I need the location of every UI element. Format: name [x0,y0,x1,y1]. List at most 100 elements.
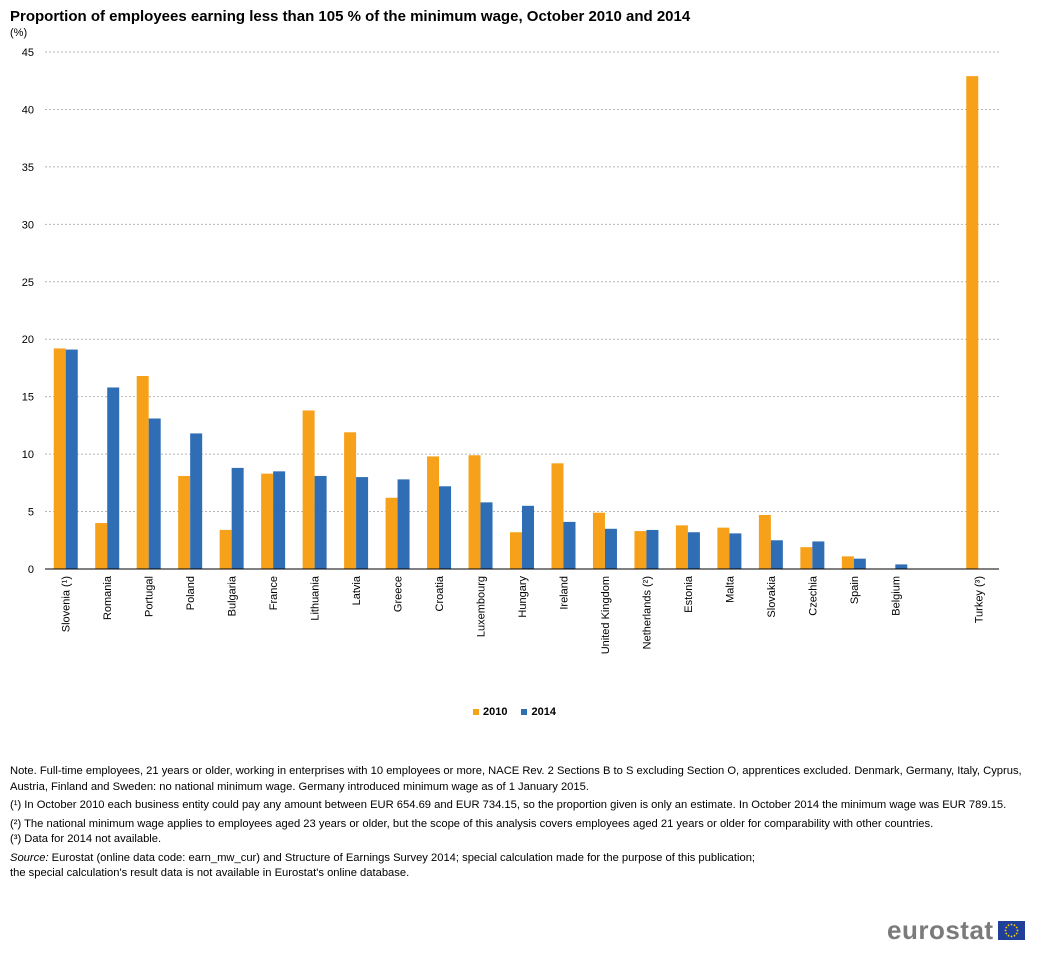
note-text: Note. Full-time employees, 21 years or o… [10,765,1022,793]
grid-lines [45,51,999,513]
bars [53,76,979,570]
chart-title: Proportion of employees earning less tha… [10,8,691,25]
legend-label-2010: 2010 [483,706,508,718]
bar-2010 [53,348,66,569]
bar-2014 [729,533,742,569]
x-tick-label: Netherlands (²) [641,576,653,649]
y-tick-label: 40 [22,104,34,116]
bar-2010 [261,473,274,569]
x-tick-label: Malta [724,575,736,603]
x-tick-label: Latvia [351,575,363,605]
y-tick-label: 45 [22,47,34,59]
bar-2014 [770,540,783,569]
x-tick-label: Spain [849,576,861,604]
bar-2014 [563,521,576,569]
bar-2014 [231,467,244,569]
footnote-1: (¹) In October 2010 each business entity… [10,799,1007,811]
bar-2014 [107,387,120,569]
bar-2010 [551,463,564,569]
bar-2010 [385,497,398,569]
x-tick-label: Slovakia [766,575,778,617]
bar-2014 [148,418,161,569]
flag-star [1004,926,1007,928]
bar-2014 [439,486,452,569]
x-tick-label: Portugal [144,576,156,617]
bar-2010 [841,556,854,569]
bar-2014 [190,433,203,569]
bar-2014 [356,477,369,569]
x-tick-label: Greece [393,576,405,612]
footnotes: Note. Full-time employees, 21 years or o… [10,764,1030,885]
bar-2010 [800,547,813,569]
source-text-2: the special calculation's result data is… [10,867,410,879]
eurostat-logo: eurostat [887,917,1025,943]
x-tick-label: Slovenia (¹) [61,576,73,632]
source-text: Eurostat (online data code: earn_mw_cur)… [51,851,756,864]
legend-swatch-2014 [521,709,528,715]
bar-2014 [65,349,78,569]
flag-star [1007,923,1009,926]
bar-2014 [895,564,908,569]
legend-item-2014: 2014 [521,706,556,718]
y-tick-label: 15 [22,392,34,404]
bar-2014 [853,558,866,569]
flag-star [1007,934,1009,937]
x-tick-label: Romania [102,575,114,620]
legend-swatch-2010 [473,709,479,715]
x-tick-label: Bulgaria [227,575,239,616]
y-tick-label: 10 [22,449,34,461]
footnote-2: (²) The national minimum wage applies to… [10,817,934,830]
y-axis-ticks: 0 5 10 15 20 25 30 35 40 45 [22,47,34,576]
x-tick-label: France [268,576,280,610]
bar-2010 [178,475,191,569]
legend-item-2010: 2010 [473,706,507,718]
x-tick-label: Lithuania [310,575,322,621]
flag-star [1013,934,1015,937]
x-tick-label: Turkey (³) [973,576,985,623]
bar-2014 [522,505,534,569]
flag-star [1016,929,1018,931]
bar-2014 [646,529,659,569]
bar-2014 [314,475,327,569]
logo-text: eurostat [887,915,994,945]
x-tick-label: Ireland [558,576,570,610]
bar-2014 [812,541,825,569]
bar-2010 [592,512,605,569]
eu-flag-icon [997,920,1025,940]
bar-2014 [480,502,493,569]
bar-2014 [687,532,700,569]
x-axis-labels: Slovenia (¹) Romania Portugal Poland Bulgari… [61,575,986,654]
flag-star [1010,935,1012,937]
y-tick-label: 20 [22,334,34,346]
y-tick-label: 25 [22,277,34,289]
x-tick-label: Belgium [890,576,902,616]
flag-star [1004,932,1007,934]
bar-2010 [136,375,149,569]
y-tick-label: 5 [28,507,34,519]
x-tick-label: Croatia [434,575,446,611]
bar-2014 [273,471,286,569]
footnote-3: (³) Data for 2014 not available. [10,833,162,845]
bar-2010 [302,410,315,569]
flag-star [1015,932,1018,934]
bar-2010 [427,456,440,569]
flag-star [1010,923,1012,925]
bar-2010 [468,455,481,569]
bar-2010 [344,432,357,569]
bar-2010 [219,529,232,569]
flag-star [1004,929,1006,931]
bar-2010 [634,531,647,569]
flag-star [1015,926,1018,928]
x-tick-label: Estonia [683,575,695,613]
source-label: Source: [10,851,49,864]
bar-2010 [758,515,771,569]
bar-2010 [510,532,522,569]
bar-2010 [717,527,730,569]
x-tick-label: Luxembourg [476,576,488,637]
y-tick-label: 0 [28,564,34,576]
bar-2010 [675,525,688,569]
x-tick-label: Czechia [807,575,819,616]
y-tick-label: 30 [22,219,34,231]
x-tick-label: Hungary [517,576,529,618]
x-tick-label: Poland [185,576,197,610]
